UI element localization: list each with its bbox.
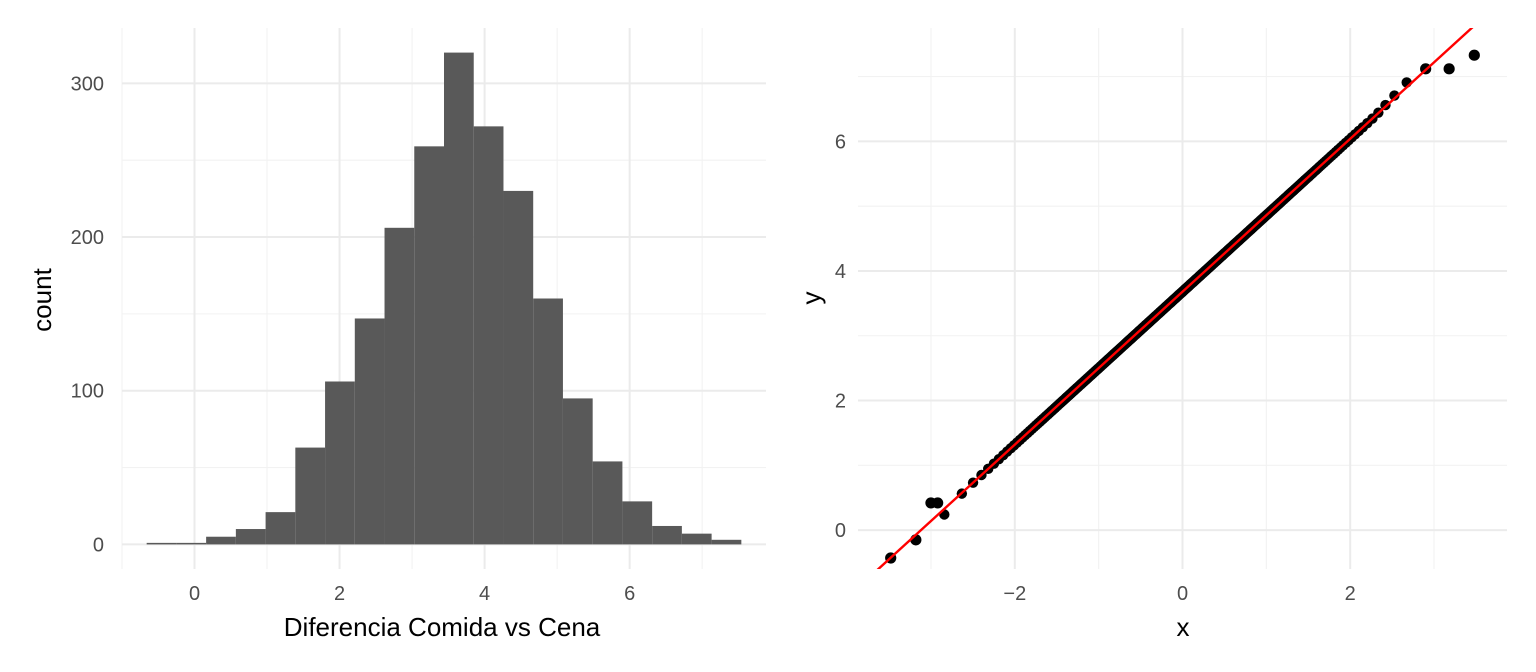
- qq-reference-line: [876, 28, 1474, 569]
- hist-x-tick-label: 0: [189, 583, 200, 605]
- histogram-bar: [592, 461, 623, 545]
- histogram-bar: [473, 126, 504, 545]
- histogram-bar: [622, 501, 653, 545]
- histogram-bar: [354, 318, 385, 545]
- histogram-bar: [503, 190, 534, 545]
- histogram-bar: [533, 298, 563, 545]
- histogram-bar: [414, 146, 444, 545]
- qq-y-tick-label: 6: [835, 131, 846, 153]
- histogram-bars: [146, 52, 742, 545]
- qq-y-tick-label: 0: [835, 520, 846, 542]
- hist-y-tick-label: 100: [71, 381, 104, 403]
- histogram-bar: [681, 533, 712, 545]
- qq-y-tick-label: 4: [835, 261, 846, 283]
- qq-point: [1443, 63, 1455, 75]
- histogram-bar: [176, 542, 207, 545]
- qq-point: [1468, 49, 1480, 61]
- histogram-bar: [146, 542, 177, 545]
- qq-x-tick-label: −2: [1003, 583, 1026, 605]
- histogram-bar: [711, 539, 742, 545]
- qq-y-axis-title: y: [796, 292, 826, 305]
- histogram-y-axis-title: count: [27, 267, 57, 331]
- qq-plot-grid: [858, 28, 1507, 569]
- histogram-bar: [206, 536, 236, 545]
- qq-plot-panel: −2 0 2 0 2 4 6 x y: [796, 28, 1507, 642]
- qq-x-tick-label: 2: [1345, 583, 1356, 605]
- histogram-bar: [325, 381, 355, 545]
- hist-y-tick-label: 200: [71, 227, 104, 249]
- histogram-bar: [652, 525, 682, 545]
- histogram-bar: [444, 52, 474, 545]
- histogram-bar: [295, 447, 326, 545]
- hist-x-tick-label: 4: [479, 583, 490, 605]
- histogram-bar: [562, 398, 593, 545]
- qq-plot-tick-labels: −2 0 2 0 2 4 6: [835, 131, 1356, 605]
- histogram-bar: [384, 227, 415, 545]
- qq-x-axis-title: x: [1177, 612, 1190, 642]
- histogram-tick-labels: 0 2 4 6 0 100 200 300: [71, 73, 636, 605]
- histogram-x-axis-title: Diferencia Comida vs Cena: [284, 612, 601, 642]
- qq-point: [1389, 90, 1400, 101]
- histogram-panel: 0 2 4 6 0 100 200 300 Diferencia Comida vs Cena…: [27, 28, 766, 642]
- hist-y-tick-label: 0: [93, 534, 104, 556]
- qq-point: [932, 497, 944, 509]
- qq-x-tick-label: 0: [1177, 583, 1188, 605]
- hist-y-tick-label: 300: [71, 73, 104, 95]
- histogram-bar: [235, 529, 266, 545]
- histogram-bar: [265, 512, 296, 545]
- hist-x-tick-label: 2: [334, 583, 345, 605]
- qq-y-tick-label: 2: [835, 391, 846, 413]
- hist-x-tick-label: 6: [624, 583, 635, 605]
- qq-reference-line-segment: [876, 28, 1474, 569]
